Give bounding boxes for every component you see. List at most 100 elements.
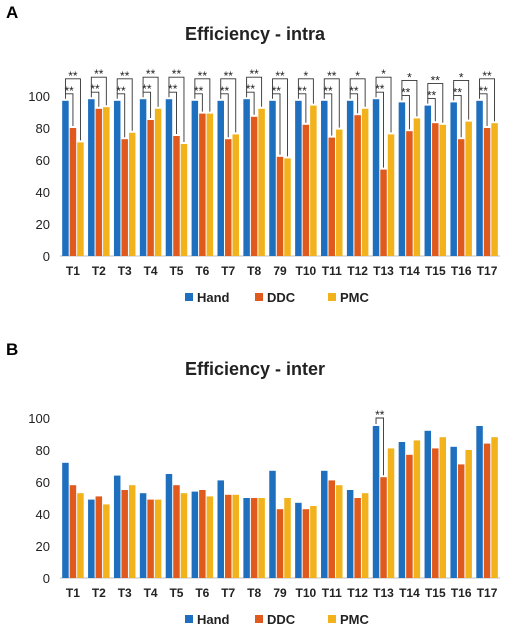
significance-label: ** [120,69,130,83]
bar-ddc-t6 [199,113,206,256]
y-tick-label: 40 [36,185,50,200]
panel-letter-b: B [6,340,18,359]
bar-pmc-t17 [491,437,498,578]
chart-title-inter: Efficiency - inter [185,359,325,379]
x-tick-label: T5 [169,264,183,278]
significance-bracket [479,78,496,122]
bar-pmc-t1 [77,493,84,578]
legend-label-ddc: DDC [267,290,296,305]
x-tick-label: T16 [451,586,472,600]
bar-ddc-t10 [302,124,310,256]
bar-pmc-t8 [258,498,265,578]
bar-pmc-t7 [232,494,239,578]
significance-label: * [304,69,309,83]
bar-hand-t3 [113,475,121,578]
significance-bracket [453,94,462,138]
bar-ddc-t5 [173,485,180,578]
bar-pmc-t12 [361,493,369,578]
bar-pmc-t14 [413,440,421,578]
significance-label: ** [375,408,385,422]
bar-hand-t8 [243,99,250,256]
significance-label: ** [65,84,75,98]
bar-pmc-t6 [206,496,214,578]
significance-label: ** [168,82,178,96]
significance-label: ** [453,85,463,99]
y-tick-label: 20 [36,539,50,554]
bar-pmc-t3 [128,485,136,578]
bar-pmc-t16 [465,121,472,256]
significance-label: ** [427,89,437,103]
y-tick-label: 100 [28,89,50,104]
significance-label: * [459,70,464,84]
significance-label: * [355,69,360,83]
x-tick-label: T1 [66,586,80,600]
bar-hand-t3 [113,100,121,256]
significance-bracket [323,78,340,128]
bar-pmc-t10 [310,105,317,256]
bar-pmc-t2 [103,504,110,578]
x-tick-label: T12 [347,586,368,600]
significance-label: ** [349,84,359,98]
bar-ddc-t17 [483,443,491,578]
significance-label: ** [323,84,333,98]
bar-pmc-t10 [310,506,317,578]
bar-ddc-t12 [354,498,361,578]
x-tick-label: T10 [296,586,317,600]
bar-pmc-t8 [258,108,265,256]
significance-bracket [375,91,384,168]
x-tick-label: T7 [221,586,235,600]
significance-label: ** [224,69,234,83]
significance-bracket [401,79,418,117]
bar-ddc-t8 [250,498,258,578]
bar-hand-t10 [295,100,302,256]
x-tick-label: T7 [221,264,235,278]
significance-bracket [246,76,263,107]
bar-hand-79 [269,100,276,256]
significance-label: ** [142,82,152,96]
x-tick-label: T15 [425,264,446,278]
legend-swatch-pmc [328,615,336,623]
bar-ddc-t7 [224,139,232,256]
bar-hand-t7 [217,480,224,578]
chart-inter: 0 20 40 60 80 100 T1 T2 T3 T4 T5 T6 T7 T8 79 T10 T11 T12 T… [28,408,500,627]
bar-pmc-t11 [336,129,343,256]
x-tick-label: T11 [322,586,342,600]
bar-hand-t1 [62,100,69,256]
bar-hand-t15 [424,430,432,578]
legend-swatch-hand [185,293,193,301]
x-tick-label: T14 [399,264,420,278]
bar-hand-t14 [398,102,406,257]
bar-hand-t2 [88,99,95,256]
legend-label-hand: Hand [197,612,230,627]
bar-hand-t17 [476,100,483,256]
significance-bracket [194,78,211,112]
bar-hand-t12 [346,100,354,256]
bar-pmc-t15 [439,437,447,578]
x-tick-label: 79 [273,264,287,278]
significance-label: * [381,67,386,81]
x-tick-label: T15 [425,586,446,600]
significance-label: ** [249,67,259,81]
bar-hand-t13 [372,426,380,578]
x-tick-label: T6 [195,586,209,600]
significance-bracket [90,76,107,106]
bar-hand-t16 [450,102,457,257]
x-tick-label: T3 [118,264,132,278]
bar-hand-t4 [139,493,147,578]
bar-hand-t15 [424,105,432,256]
y-tick-label: 80 [36,443,50,458]
bar-ddc-t14 [406,454,413,578]
x-tick-label: T12 [347,264,368,278]
bar-pmc-t11 [336,485,343,578]
legend-swatch-ddc [255,293,263,301]
significance-label: * [407,70,412,84]
significance-label: ** [479,84,489,98]
bar-ddc-t13 [380,169,387,256]
x-tick-label: T13 [373,264,394,278]
bar-hand-t11 [321,470,328,578]
x-tick-label: T8 [247,586,261,600]
x-tick-label: T14 [399,586,420,600]
significance-label: ** [375,82,385,96]
bar-hand-t16 [450,446,457,578]
significance-label: ** [94,67,104,81]
